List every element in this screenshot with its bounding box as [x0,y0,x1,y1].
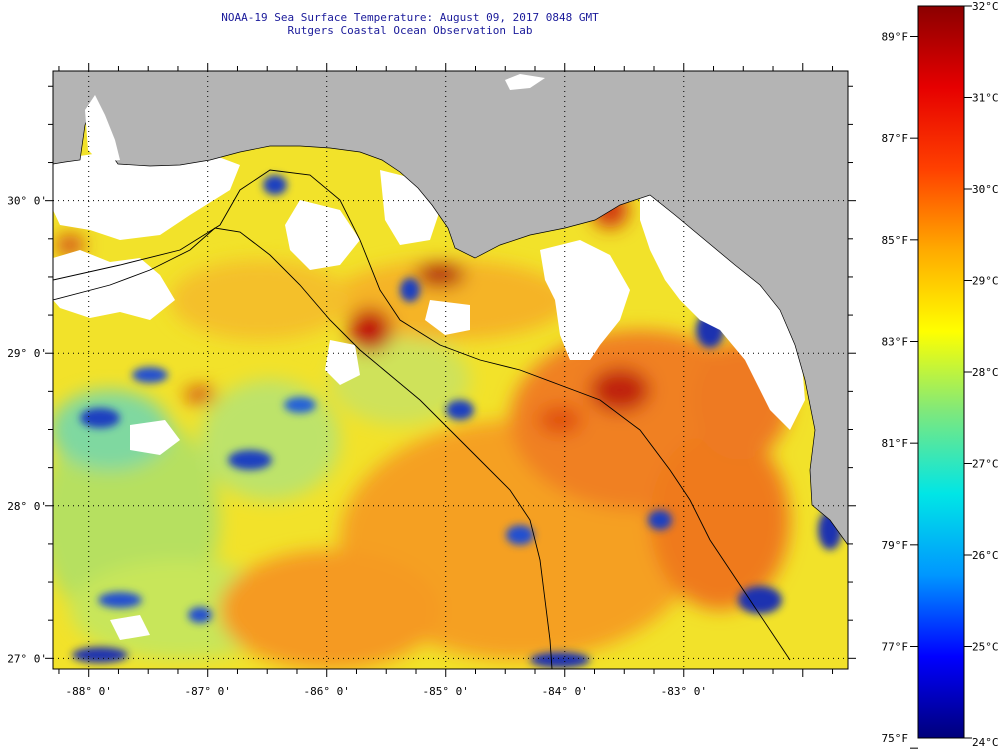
cool-spots [72,175,842,668]
fahrenheit-label: 75°F [882,732,909,745]
celsius-label: 31°C [972,92,999,105]
coastal-cloud [85,95,120,162]
fahrenheit-label: 77°F [882,641,909,654]
map-area [53,71,848,669]
lon-label: -87° 0' [185,685,231,698]
lat-label: 27° 0' [7,652,47,665]
celsius-label: 26°C [972,549,999,562]
fahrenheit-label: 85°F [882,234,909,247]
isobath-slope [53,227,553,669]
lon-label: -83° 0' [661,685,707,698]
fahrenheit-label: 89°F [882,31,909,44]
lon-label: -84° 0' [542,685,588,698]
celsius-label: 29°C [972,275,999,288]
celsius-label: 32°C [972,0,999,13]
fahrenheit-label: 81°F [882,437,909,450]
celsius-label: 24°C [972,736,999,749]
fahrenheit-label: 87°F [882,132,909,145]
celsius-label: 28°C [972,366,999,379]
isobath-shelf [53,169,791,661]
map-frame [52,70,849,670]
lat-label: 29° 0' [7,347,47,360]
fahrenheit-labels: 89°F 87°F 85°F 83°F 81°F 79°F 77°F 75°F [882,31,909,746]
fahrenheit-label: 83°F [882,336,909,349]
longitude-labels: -88° 0' -87° 0' -86° 0' -85° 0' -84° 0' -83° … [66,685,707,698]
map-subtitle: Rutgers Coastal Ocean Observation Lab [287,24,533,37]
fahrenheit-label: 79°F [882,539,909,552]
latitude-labels: 30° 0' 29° 0' 28° 0' 27° 0' [7,195,47,666]
lon-label: -86° 0' [304,685,350,698]
land-cloud [505,74,545,90]
celsius-label: 27°C [972,458,999,471]
lat-label: 28° 0' [7,500,47,513]
lon-label: -88° 0' [66,685,112,698]
map-ticks [45,63,856,677]
celsius-label: 25°C [972,641,999,654]
sst-patches [53,192,790,669]
lat-label: 30° 0' [7,195,47,208]
celsius-label: 30°C [972,183,999,196]
colorbar-ticks [910,5,972,749]
colorbar [917,5,965,739]
lon-label: -85° 0' [423,685,469,698]
map-title: NOAA-19 Sea Surface Temperature: August … [221,11,599,24]
celsius-labels: 32°C 31°C 30°C 29°C 28°C 27°C 26°C 25°C 24°C [972,0,999,749]
